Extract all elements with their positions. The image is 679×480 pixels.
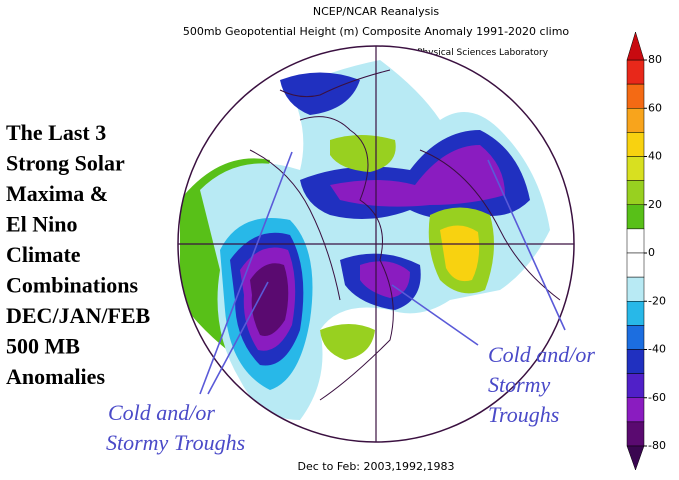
side-text-line: Climate (6, 242, 81, 267)
credit: NOAA Physical Sciences Laboratory (388, 48, 549, 58)
side-text-line: 500 MB (6, 334, 80, 359)
side-text-line: Maxima & (6, 181, 108, 206)
annotation: Cold and/or (108, 400, 215, 425)
map (178, 46, 574, 442)
colorbar-band (626, 325, 645, 350)
annotation: Cold and/or (488, 342, 595, 367)
colorbar-band (626, 421, 645, 447)
colorbar-tick-label: 60 (648, 101, 662, 114)
subtitle: 500mb Geopotential Height (m) Composite … (183, 25, 570, 38)
colorbar-band (626, 156, 645, 181)
side-text-line: The Last 3 (6, 120, 106, 145)
colorbar-band (626, 252, 645, 278)
colorbar-tick-label: -80 (648, 439, 666, 452)
side-text-line: DEC/JAN/FEB (6, 303, 151, 328)
colorbar-tick-label: 20 (648, 198, 662, 211)
annotation: Stormy (488, 372, 551, 397)
colorbar-under (626, 445, 645, 471)
colorbar-tick-label: 40 (648, 150, 662, 163)
colorbar-band (626, 59, 645, 85)
colorbar-band (626, 228, 645, 254)
side-text-line: Combinations (6, 273, 138, 298)
colorbar: 80 60 40 20 0 -20 -40 -60 -80 (626, 31, 666, 471)
colorbar-band (626, 276, 645, 302)
colorbar-band (626, 83, 645, 109)
side-text-line: Anomalies (6, 364, 105, 389)
side-text-line: El Nino (6, 212, 78, 237)
colorbar-tick-label: -20 (648, 294, 666, 307)
side-text: The Last 3 Strong Solar Maxima & El Nino Cli… (6, 120, 151, 389)
footer: Dec to Feb: 2003,1992,1983 (298, 460, 455, 473)
title: NCEP/NCAR Reanalysis (313, 5, 439, 18)
side-text-line: Strong Solar (6, 151, 125, 176)
arrows (199, 151, 566, 395)
colorbar-band (626, 373, 645, 398)
colorbar-band (626, 132, 645, 157)
annotation: Stormy Troughs (106, 430, 245, 455)
colorbar-tick-label: 0 (648, 246, 655, 259)
colorbar-band (626, 204, 645, 230)
map-border (177, 45, 575, 443)
colorbar-band (626, 180, 645, 205)
colorbar-band (626, 301, 645, 326)
colorbar-band (626, 397, 645, 423)
colorbar-band (626, 349, 645, 374)
colorbar-band (626, 108, 645, 133)
colorbar-tick-label: -40 (648, 343, 666, 356)
colorbar-tick-label: 80 (648, 53, 662, 66)
annotation: Troughs (488, 402, 559, 427)
colorbar-over (626, 31, 645, 61)
colorbar-tick-label: -60 (648, 391, 666, 404)
